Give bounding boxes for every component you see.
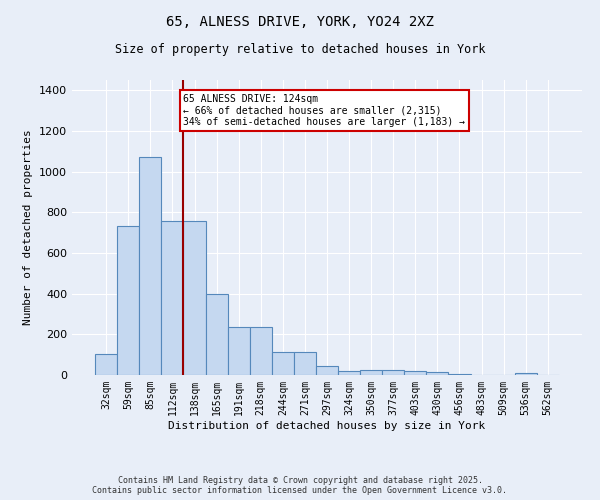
Bar — [515, 373, 537, 375]
Text: 65 ALNESS DRIVE: 124sqm
← 66% of detached houses are smaller (2,315)
34% of semi: 65 ALNESS DRIVE: 124sqm ← 66% of detache… — [184, 94, 466, 128]
Bar — [404, 371, 427, 375]
Bar — [382, 370, 404, 375]
Bar — [95, 354, 117, 375]
Text: Contains HM Land Registry data © Crown copyright and database right 2025.
Contai: Contains HM Land Registry data © Crown c… — [92, 476, 508, 495]
Bar — [139, 158, 161, 375]
Bar — [338, 371, 360, 375]
Text: 65, ALNESS DRIVE, YORK, YO24 2XZ: 65, ALNESS DRIVE, YORK, YO24 2XZ — [166, 15, 434, 29]
Bar — [161, 222, 184, 375]
Bar — [206, 294, 227, 375]
Bar — [272, 352, 294, 375]
Bar — [294, 352, 316, 375]
Bar — [250, 327, 272, 375]
Bar — [448, 374, 470, 375]
Bar — [184, 222, 206, 375]
X-axis label: Distribution of detached houses by size in York: Distribution of detached houses by size … — [169, 420, 485, 430]
Bar — [227, 327, 250, 375]
Bar — [316, 366, 338, 375]
Bar — [360, 370, 382, 375]
Y-axis label: Number of detached properties: Number of detached properties — [23, 130, 34, 326]
Bar — [427, 372, 448, 375]
Text: Size of property relative to detached houses in York: Size of property relative to detached ho… — [115, 42, 485, 56]
Bar — [117, 226, 139, 375]
